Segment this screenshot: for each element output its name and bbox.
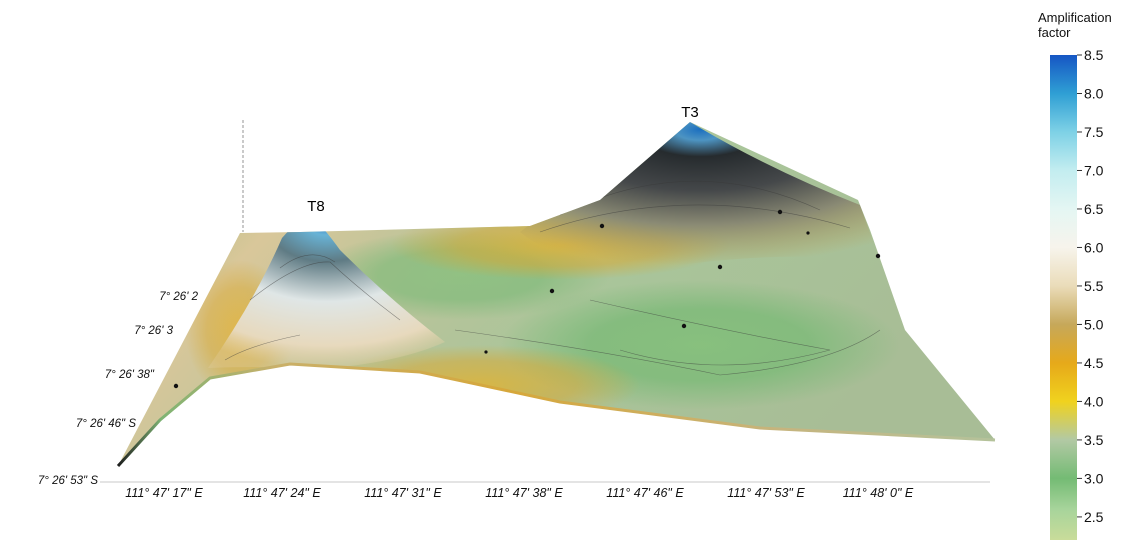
peak-labels: T3 T8 — [307, 104, 699, 215]
colorbar-tick-label: 3.0 — [1084, 470, 1104, 486]
colorbar-tick-label: 6.0 — [1084, 239, 1104, 255]
y-tick-label: 7° 26' 3 — [134, 325, 173, 337]
x-tick-label: 111° 47' 31" E — [364, 486, 442, 500]
colorbar-tick-label: 4.0 — [1084, 393, 1104, 409]
colorbar-tick-label: 5.5 — [1084, 278, 1104, 294]
colorbar-tick-label: 3.5 — [1084, 432, 1104, 448]
x-tick-label: 111° 47' 46" E — [606, 486, 684, 500]
colorbar-tick-label: 4.5 — [1084, 355, 1104, 371]
colorbar-tick-label: 7.5 — [1084, 124, 1104, 140]
plot-frame — [100, 120, 990, 483]
colorbar: Amplification factor 8.5 8.0 7.5 7.0 6.5 6.0 5… — [1038, 10, 1112, 540]
surface-front-edge — [116, 362, 996, 468]
t8-peak-cone — [208, 214, 445, 368]
x-axis-tick-labels: 111° 47' 17" E 111° 47' 24" E 111° 47' 3… — [125, 486, 914, 500]
x-tick-label: 111° 47' 38" E — [485, 486, 563, 500]
y-tick-label: 7° 26' 46" S — [76, 418, 136, 430]
colorbar-title-line-1: Amplification — [1038, 10, 1112, 25]
x-tick-label: 111° 47' 17" E — [125, 486, 203, 500]
colorbar-tick-label: 8.5 — [1084, 47, 1104, 63]
y-tick-label: 7° 26' 38" — [105, 369, 155, 381]
y-tick-label: 7° 26' 2 — [159, 291, 198, 303]
x-tick-label: 111° 48' 0" E — [843, 486, 914, 500]
colorbar-ticks: 8.5 8.0 7.5 7.0 6.5 6.0 5.5 5.0 4.5 4.0 3.5 3.0 2.5 — [1077, 47, 1104, 525]
t3-peak-cone — [520, 122, 880, 270]
y-tick-label: 7° 26' 53" S — [38, 475, 98, 487]
colorbar-tick-label: 8.0 — [1084, 85, 1104, 101]
surface-plot — [116, 122, 996, 468]
x-tick-label: 111° 47' 24" E — [243, 486, 321, 500]
sample-points — [173, 209, 881, 389]
colorbar-tick-label: 5.0 — [1084, 316, 1104, 332]
peak-label-t3: T3 — [681, 104, 699, 121]
x-tick-label: 111° 47' 53" E — [727, 486, 805, 500]
colorbar-ramp — [1050, 55, 1077, 540]
colorbar-tick-label: 7.0 — [1084, 162, 1104, 178]
colorbar-tick-label: 6.5 — [1084, 201, 1104, 217]
peak-label-t8: T8 — [307, 198, 325, 215]
contour-lines — [224, 180, 881, 376]
y-axis-tick-labels: 7° 26' 53" S 7° 26' 46" S 7° 26' 38" 7° … — [38, 291, 199, 487]
colorbar-title-line-2: factor — [1038, 25, 1071, 40]
colorbar-tick-label: 2.5 — [1084, 509, 1104, 525]
